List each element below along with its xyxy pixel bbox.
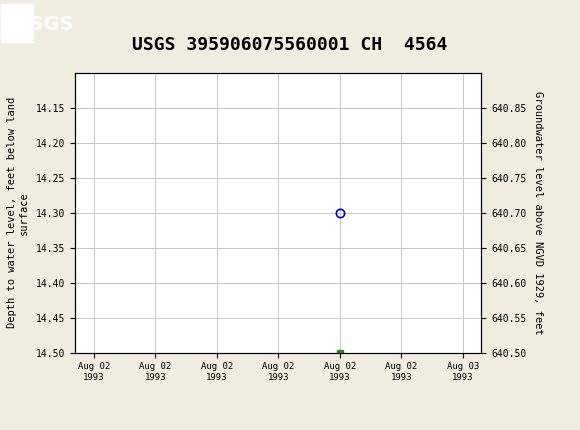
Y-axis label: Groundwater level above NGVD 1929, feet: Groundwater level above NGVD 1929, feet [534,91,543,335]
Y-axis label: Depth to water level, feet below land
surface: Depth to water level, feet below land su… [7,97,30,329]
FancyBboxPatch shape [1,3,33,42]
Text: USGS 395906075560001 CH  4564: USGS 395906075560001 CH 4564 [132,36,448,54]
Text: ╳USGS: ╳USGS [3,12,74,34]
